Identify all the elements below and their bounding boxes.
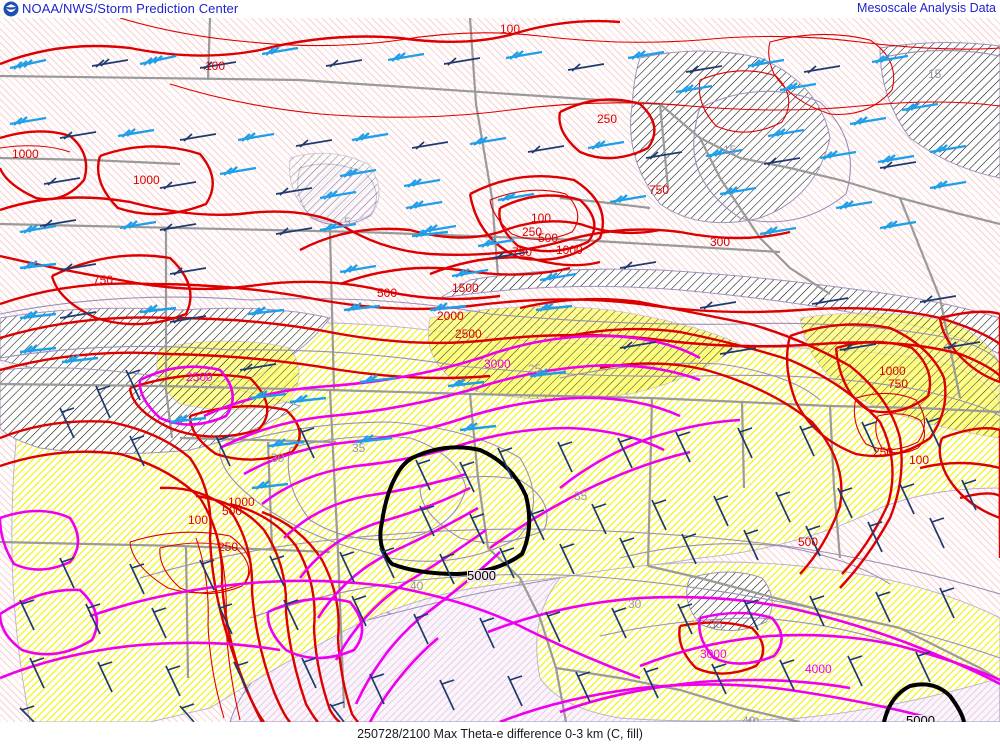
contour-label: 750 <box>93 273 114 287</box>
contour-label: 750 <box>649 183 670 197</box>
contour-label: 30 <box>271 451 285 465</box>
contour-label: 15 <box>928 67 942 81</box>
contour-label: 250 <box>522 225 543 239</box>
page-footer: 250728/2100 Max Theta-e difference 0-3 k… <box>0 722 1000 750</box>
contour-label: 35 <box>709 617 723 631</box>
contour-label: 250 <box>597 112 618 126</box>
contour-label: 1000 <box>228 495 255 509</box>
map-caption: 250728/2100 Max Theta-e difference 0-3 k… <box>357 727 643 741</box>
cape-contours-layer <box>0 18 1000 722</box>
contour-label: 250 <box>873 445 894 459</box>
contour-label: 1000 <box>133 173 160 187</box>
barb-weak-group <box>19 57 981 722</box>
contour-label: 500 <box>222 504 243 518</box>
contour-label: 500 <box>538 231 559 245</box>
contour-label: 1000 <box>879 364 906 378</box>
mucape-contours-layer <box>0 334 1000 722</box>
contour-label: 25 <box>528 362 542 376</box>
page-header: NOAA/NWS/Storm Prediction Center Mesosca… <box>0 0 1000 18</box>
contour-label: 5000 <box>906 714 935 722</box>
contour-label: 750 <box>888 377 909 391</box>
contour-label: 4000 <box>805 662 832 676</box>
contour-label: 250 <box>218 540 239 554</box>
contour-label: 3000 <box>700 647 727 661</box>
cape5000-contour-layer <box>378 445 966 722</box>
contour-label: 30 <box>628 597 642 611</box>
contour-label: 1000 <box>12 147 39 161</box>
contour-label: 40 <box>742 714 756 722</box>
contour-label: 100 <box>531 211 552 225</box>
contour-label: 100 <box>909 453 930 467</box>
contour-label: 300 <box>710 235 731 249</box>
wind-barbs-layer <box>9 46 981 722</box>
mesoscale-analysis-link[interactable]: Mesoscale Analysis Data <box>857 1 996 15</box>
contour-label: 100 <box>188 513 209 527</box>
map-canvas[interactable]: 100 100 1000 1000 750 250 750 100 250 500 750 1000 5… <box>0 18 1000 722</box>
contour-label: 750 <box>512 245 533 259</box>
contour-label: 35 <box>352 441 366 455</box>
contour-label: 40 <box>746 715 760 722</box>
contour-label: 2500 <box>455 327 482 341</box>
contour-label: 5 <box>344 215 351 229</box>
barb-strong-group <box>9 46 967 490</box>
contour-label: 2000 <box>437 309 464 323</box>
contour-label: 3000 <box>484 357 511 371</box>
contour-label: 500 <box>798 535 819 549</box>
contour-label: 100 <box>205 59 226 73</box>
noaa-logo-icon <box>3 1 19 17</box>
contour-label: 1500 <box>452 281 479 295</box>
contour-label: 5000 <box>467 568 496 583</box>
noaa-title-link[interactable]: NOAA/NWS/Storm Prediction Center <box>22 1 239 16</box>
contour-label: 1000 <box>556 243 583 257</box>
contour-label: 2500 <box>186 370 213 384</box>
contour-label: 15 <box>723 143 737 157</box>
contour-label: 500 <box>377 286 398 300</box>
contour-label: 35 <box>574 489 588 503</box>
contour-label: 40 <box>410 579 424 593</box>
contour-label: 100 <box>500 22 521 36</box>
